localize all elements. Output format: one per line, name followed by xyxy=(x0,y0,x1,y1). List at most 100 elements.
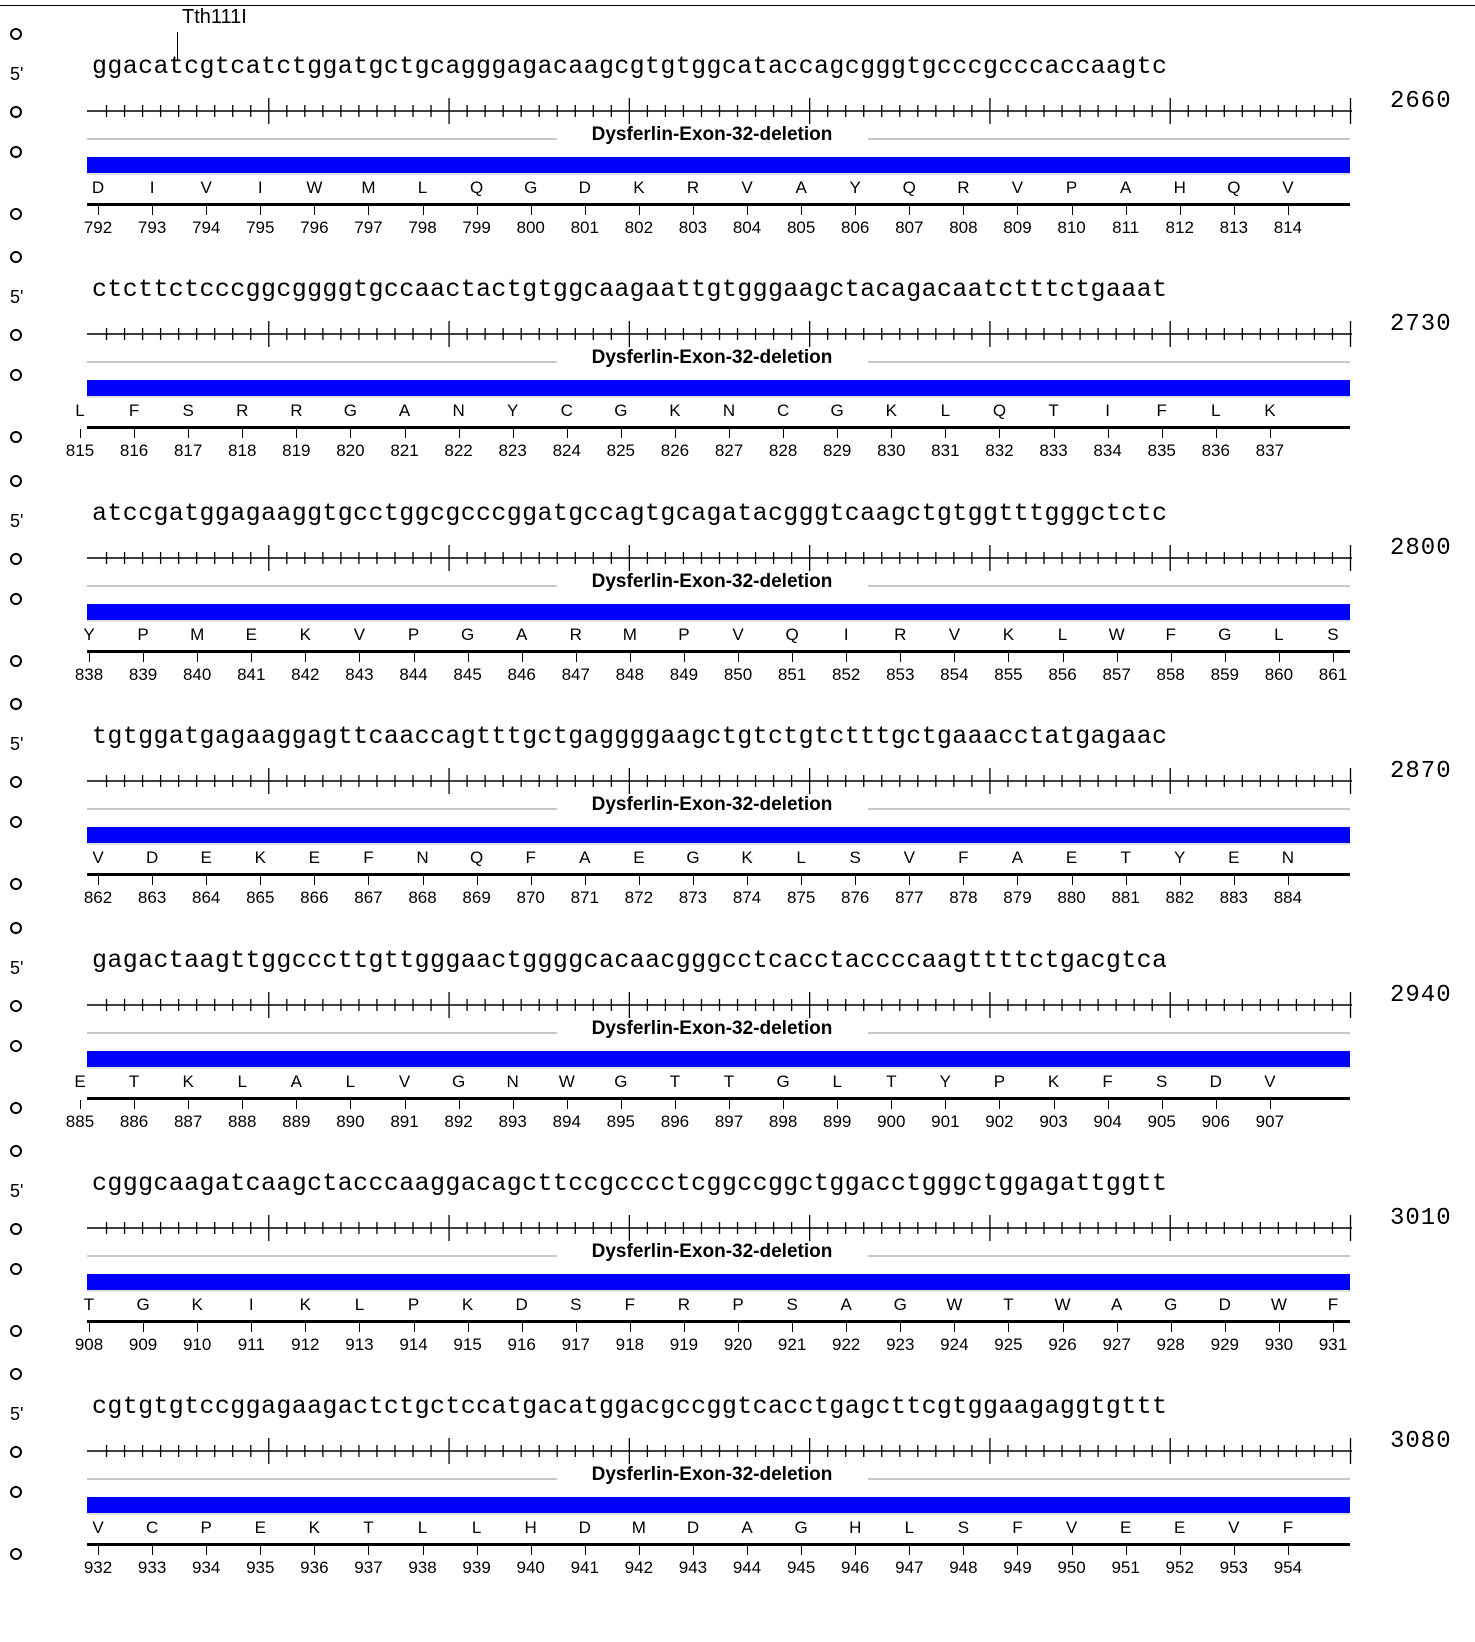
amino-acid: E xyxy=(1228,848,1240,868)
feature-name[interactable]: Dysferlin-Exon-32-deletion xyxy=(591,124,833,145)
aa-number: 837 xyxy=(1255,441,1285,461)
amino-acid: S xyxy=(849,848,861,868)
end-position: 3080 xyxy=(1390,1428,1452,1456)
aa-number-tick xyxy=(79,1099,81,1109)
amino-acid: F xyxy=(958,848,969,868)
aa-number: 865 xyxy=(246,888,275,908)
aa-number-tick xyxy=(792,652,794,662)
amino-acid: K xyxy=(885,401,897,421)
amino-acid: Y xyxy=(506,401,519,421)
aa-number-tick xyxy=(251,1323,253,1332)
amino-acid: D xyxy=(515,1295,528,1314)
aa-number-tick xyxy=(692,206,694,215)
dna-sequence[interactable]: cgtgtgtccggagaagactctgctccatgacatggacgcc… xyxy=(92,1392,1168,1422)
amino-acid: W xyxy=(1270,1295,1287,1314)
aa-numbers-row: 838 839 840 841 842 843 844 845 846 847 848 849 850 8… xyxy=(0,447,1475,684)
feature-name[interactable]: Dysferlin-Exon-32-deletion xyxy=(591,794,833,816)
aa-number-tick xyxy=(692,876,694,886)
aa-number-tick xyxy=(620,429,622,439)
aa-number-tick xyxy=(909,876,911,886)
aa-number-tick xyxy=(296,429,298,439)
aa-number: 894 xyxy=(552,1111,581,1131)
aa-number: 818 xyxy=(228,441,257,461)
aa-number: 796 xyxy=(300,218,329,237)
feature-name[interactable]: Dysferlin-Exon-32-deletion xyxy=(591,570,833,592)
aa-number-tick xyxy=(134,429,136,439)
strand-label: 5' xyxy=(10,510,24,531)
feature-name[interactable]: Dysferlin-Exon-32-deletion xyxy=(591,1241,833,1262)
aa-number-tick xyxy=(629,1323,631,1332)
amino-acid: V xyxy=(1264,1071,1276,1091)
dna-sequence[interactable]: atccgatggagaaggtgcctggcgcccggatgccagtgca… xyxy=(92,498,1168,528)
aa-number-tick xyxy=(1278,1323,1280,1332)
aa-number-tick xyxy=(368,876,370,886)
aa-number: 809 xyxy=(1003,218,1032,237)
dna-sequence[interactable]: cgggcaagatcaagctacccaaggacagcttccgcccctc… xyxy=(92,1169,1168,1198)
strand-label: 5' xyxy=(10,287,24,308)
feature-bar[interactable] xyxy=(87,1050,1350,1069)
feature-bar[interactable] xyxy=(87,1274,1350,1292)
aa-number-tick xyxy=(476,1546,478,1556)
amino-acid: W xyxy=(1108,624,1125,644)
bp-ruler xyxy=(87,544,1352,571)
amino-acid: Q xyxy=(785,624,799,644)
aa-number: 836 xyxy=(1201,441,1230,461)
feature-line-right xyxy=(868,361,1350,364)
aa-number-tick xyxy=(575,652,577,662)
strand-label: 5' xyxy=(10,734,24,755)
feature-name[interactable]: Dysferlin-Exon-32-deletion xyxy=(591,347,833,369)
feature-bar[interactable] xyxy=(87,1497,1350,1516)
aa-number-tick xyxy=(476,876,478,886)
aa-number-tick xyxy=(413,652,415,662)
aa-number-tick xyxy=(729,429,730,439)
dna-sequence[interactable]: tgtggatgagaaggagttcaaccagtttgctgaggggaag… xyxy=(92,722,1168,752)
enzyme-site-label[interactable]: Tth111I xyxy=(182,6,247,28)
sequence-row-7: 5' cgtgtgtccggagaagactctgctccatgacatggac… xyxy=(0,1340,1475,1577)
amino-acid: A xyxy=(1110,1295,1123,1314)
aa-number: 954 xyxy=(1273,1558,1303,1578)
amino-acid: T xyxy=(886,1071,897,1091)
aa-number: 802 xyxy=(624,218,654,237)
end-position: 2870 xyxy=(1390,758,1452,786)
aa-number-tick xyxy=(1017,1546,1019,1556)
amino-acid: L xyxy=(417,178,428,197)
feature-bar[interactable] xyxy=(87,603,1350,622)
aa-number: 873 xyxy=(678,888,708,908)
aa-number-tick xyxy=(79,429,81,439)
aa-number: 797 xyxy=(354,218,383,237)
aa-number: 884 xyxy=(1273,888,1303,908)
feature-bar[interactable] xyxy=(87,157,1350,175)
aa-number: 855 xyxy=(994,664,1023,684)
aa-number-tick xyxy=(260,876,262,886)
aa-number-tick xyxy=(458,1099,460,1109)
amino-acid: F xyxy=(1282,1518,1294,1538)
dna-sequence[interactable]: gagactaagttggcccttgttgggaactggggcacaacgg… xyxy=(92,945,1168,975)
aa-number-tick xyxy=(1170,652,1172,662)
dna-sequence[interactable]: ggacatcgtcatctggatgctgcagggagacaagcgtgtg… xyxy=(92,52,1168,81)
row-bullet xyxy=(10,146,22,158)
aa-number: 833 xyxy=(1039,441,1068,461)
amino-acid: A xyxy=(516,624,528,644)
feature-name[interactable]: Dysferlin-Exon-32-deletion xyxy=(591,1464,833,1486)
amino-acid: S xyxy=(957,1518,970,1538)
amino-acid: D xyxy=(1209,1071,1222,1091)
amino-acid: T xyxy=(723,1071,735,1091)
dna-sequence[interactable]: ctcttctcccggcggggtgccaactactgtggcaagaatt… xyxy=(92,275,1168,305)
amino-acid: Y xyxy=(1174,848,1186,868)
feature-name[interactable]: Dysferlin-Exon-32-deletion xyxy=(591,1017,833,1039)
aa-number-tick xyxy=(260,1546,262,1556)
aa-number-tick xyxy=(1179,876,1181,886)
aa-number: 916 xyxy=(507,1335,536,1354)
amino-acid: G xyxy=(343,401,358,421)
aa-number-tick xyxy=(1224,1323,1226,1332)
feature-bar[interactable] xyxy=(87,380,1350,399)
amino-acid: N xyxy=(722,401,736,421)
amino-acid: P xyxy=(137,624,149,644)
aa-number-tick xyxy=(846,1323,848,1332)
aa-number: 811 xyxy=(1112,218,1140,237)
amino-acid: G xyxy=(460,624,475,644)
feature-bar[interactable] xyxy=(87,827,1350,846)
aa-number: 929 xyxy=(1210,1335,1239,1354)
